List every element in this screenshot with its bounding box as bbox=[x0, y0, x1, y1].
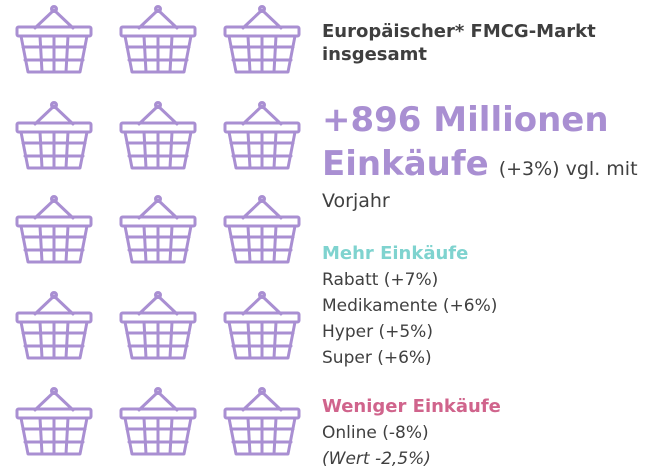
headline-comparison: Vorjahr bbox=[322, 190, 390, 212]
shopping-basket-icon bbox=[222, 290, 302, 362]
shopping-basket-icon bbox=[14, 386, 94, 458]
headline-value: +896 Millionen bbox=[322, 100, 609, 140]
headline-unit: Einkäufe bbox=[322, 144, 489, 184]
list-item: Rabatt (+7%) bbox=[322, 270, 439, 290]
shopping-basket-icon bbox=[14, 4, 94, 76]
shopping-basket-icon bbox=[14, 194, 94, 266]
shopping-basket-icon bbox=[118, 194, 198, 266]
shopping-basket-icon bbox=[222, 4, 302, 76]
market-title: Europäischer* FMCG-Markt insgesamt bbox=[322, 21, 596, 65]
headline-change: (+3%) vgl. mit bbox=[498, 158, 638, 180]
list-item: (Wert -2,5%) bbox=[322, 449, 431, 469]
shopping-basket-icon bbox=[222, 194, 302, 266]
shopping-basket-icon bbox=[14, 100, 94, 172]
more-purchases-title: Mehr Einkäufe bbox=[322, 243, 469, 264]
fewer-purchases-list: Online (-8%) (Wert -2,5%) bbox=[322, 420, 431, 472]
shopping-basket-icon bbox=[118, 100, 198, 172]
list-item: Medikamente (+6%) bbox=[322, 296, 498, 316]
shopping-basket-icon bbox=[118, 290, 198, 362]
more-purchases-list: Rabatt (+7%) Medikamente (+6%) Hyper (+5… bbox=[322, 267, 497, 371]
list-item: Hyper (+5%) bbox=[322, 322, 433, 342]
basket-grid bbox=[14, 4, 304, 474]
headline-unit-row: Einkäufe (+3%) vgl. mit bbox=[322, 142, 638, 186]
list-item: Super (+6%) bbox=[322, 348, 432, 368]
shopping-basket-icon bbox=[14, 290, 94, 362]
shopping-basket-icon bbox=[118, 4, 198, 76]
shopping-basket-icon bbox=[222, 386, 302, 458]
shopping-basket-icon bbox=[222, 100, 302, 172]
shopping-basket-icon bbox=[118, 386, 198, 458]
list-item: Online (-8%) bbox=[322, 423, 429, 443]
fewer-purchases-title: Weniger Einkäufe bbox=[322, 396, 501, 417]
